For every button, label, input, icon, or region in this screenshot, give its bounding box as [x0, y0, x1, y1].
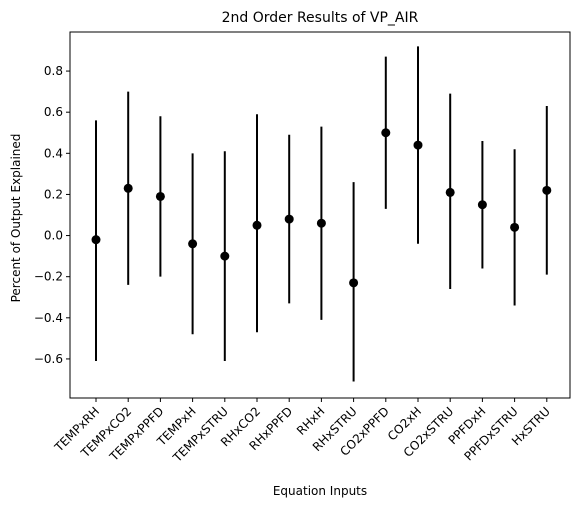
data-point — [284, 214, 294, 224]
data-point — [477, 200, 487, 210]
data-point — [155, 191, 165, 201]
y-tick-label: 0.2 — [44, 187, 63, 201]
data-marks — [91, 46, 552, 382]
plot-frame — [69, 31, 571, 399]
y-tick-label: −0.4 — [34, 311, 63, 325]
y-axis-ticks: −0.6 −0.4 −0.2 0.0 0.2 0.4 0.6 0.8 — [34, 64, 70, 366]
y-tick-label: 0.0 — [44, 229, 63, 243]
data-point — [123, 183, 133, 193]
data-point — [381, 128, 391, 138]
y-tick-label: −0.2 — [34, 270, 63, 284]
data-point — [316, 218, 326, 228]
data-point — [220, 251, 230, 261]
y-tick-label: 0.8 — [44, 64, 63, 78]
data-point — [510, 222, 520, 232]
data-point — [542, 185, 552, 195]
y-tick-label: 0.6 — [44, 105, 63, 119]
data-point — [349, 278, 359, 288]
data-point — [413, 140, 423, 150]
x-axis-ticks: TEMPxRHTEMPxCO2TEMPxPPFDTEMPxHTEMPxSTRUR… — [51, 398, 553, 466]
data-point — [445, 187, 455, 197]
x-axis-label: Equation Inputs — [273, 484, 367, 498]
y-tick-label: −0.6 — [34, 352, 63, 366]
y-tick-label: 0.4 — [44, 146, 63, 160]
chart-title: 2nd Order Results of VP_AIR — [222, 10, 419, 26]
y-axis-label: Percent of Output Explained — [9, 134, 23, 303]
data-point — [252, 220, 262, 230]
data-point — [188, 239, 198, 249]
data-point — [91, 235, 101, 245]
